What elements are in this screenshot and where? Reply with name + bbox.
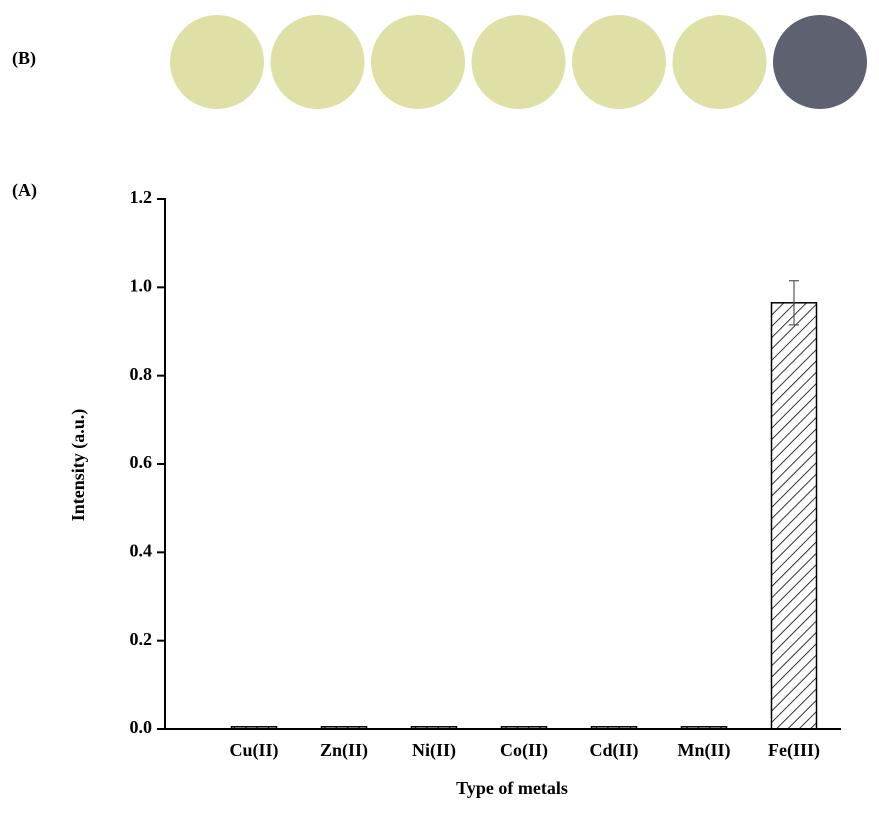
x-tick-label: Ni(II): [412, 740, 456, 761]
bar: [590, 726, 638, 730]
y-tick-label: 1.0: [130, 275, 153, 295]
x-tick-label: Mn(II): [678, 740, 731, 761]
y-tick-label: 0.4: [130, 540, 153, 560]
y-tick-label: 0.8: [130, 364, 153, 384]
sample-swatch: [170, 15, 264, 109]
sample-swatch: [270, 15, 365, 109]
panel-label: (B): [12, 48, 36, 69]
sample-swatch: [572, 15, 666, 109]
x-tick-label: Fe(III): [768, 740, 820, 761]
panel-label: (A): [12, 180, 37, 201]
sample-swatch: [471, 15, 566, 109]
bar: [680, 726, 728, 730]
x-tick-label: Co(II): [500, 740, 548, 761]
bar: [320, 726, 368, 730]
sample-swatch: [773, 15, 867, 109]
x-tick-label: Zn(II): [320, 740, 368, 761]
x-axis-title: Type of metals: [456, 778, 568, 798]
y-tick-label: 0.6: [130, 452, 153, 472]
bar: [500, 726, 548, 730]
y-tick-label: 0.2: [130, 629, 153, 649]
bar: [230, 726, 278, 730]
bar: [770, 302, 818, 730]
bar: [410, 726, 458, 730]
y-axis-title: Intensity (a.u.): [68, 409, 89, 522]
sample-swatch: [371, 15, 465, 109]
sample-swatch: [672, 15, 767, 109]
x-tick-label: Cu(II): [229, 740, 278, 761]
x-tick-label: Cd(II): [589, 740, 638, 761]
y-tick-label: 0.0: [130, 717, 153, 737]
y-tick-label: 1.2: [130, 187, 153, 207]
